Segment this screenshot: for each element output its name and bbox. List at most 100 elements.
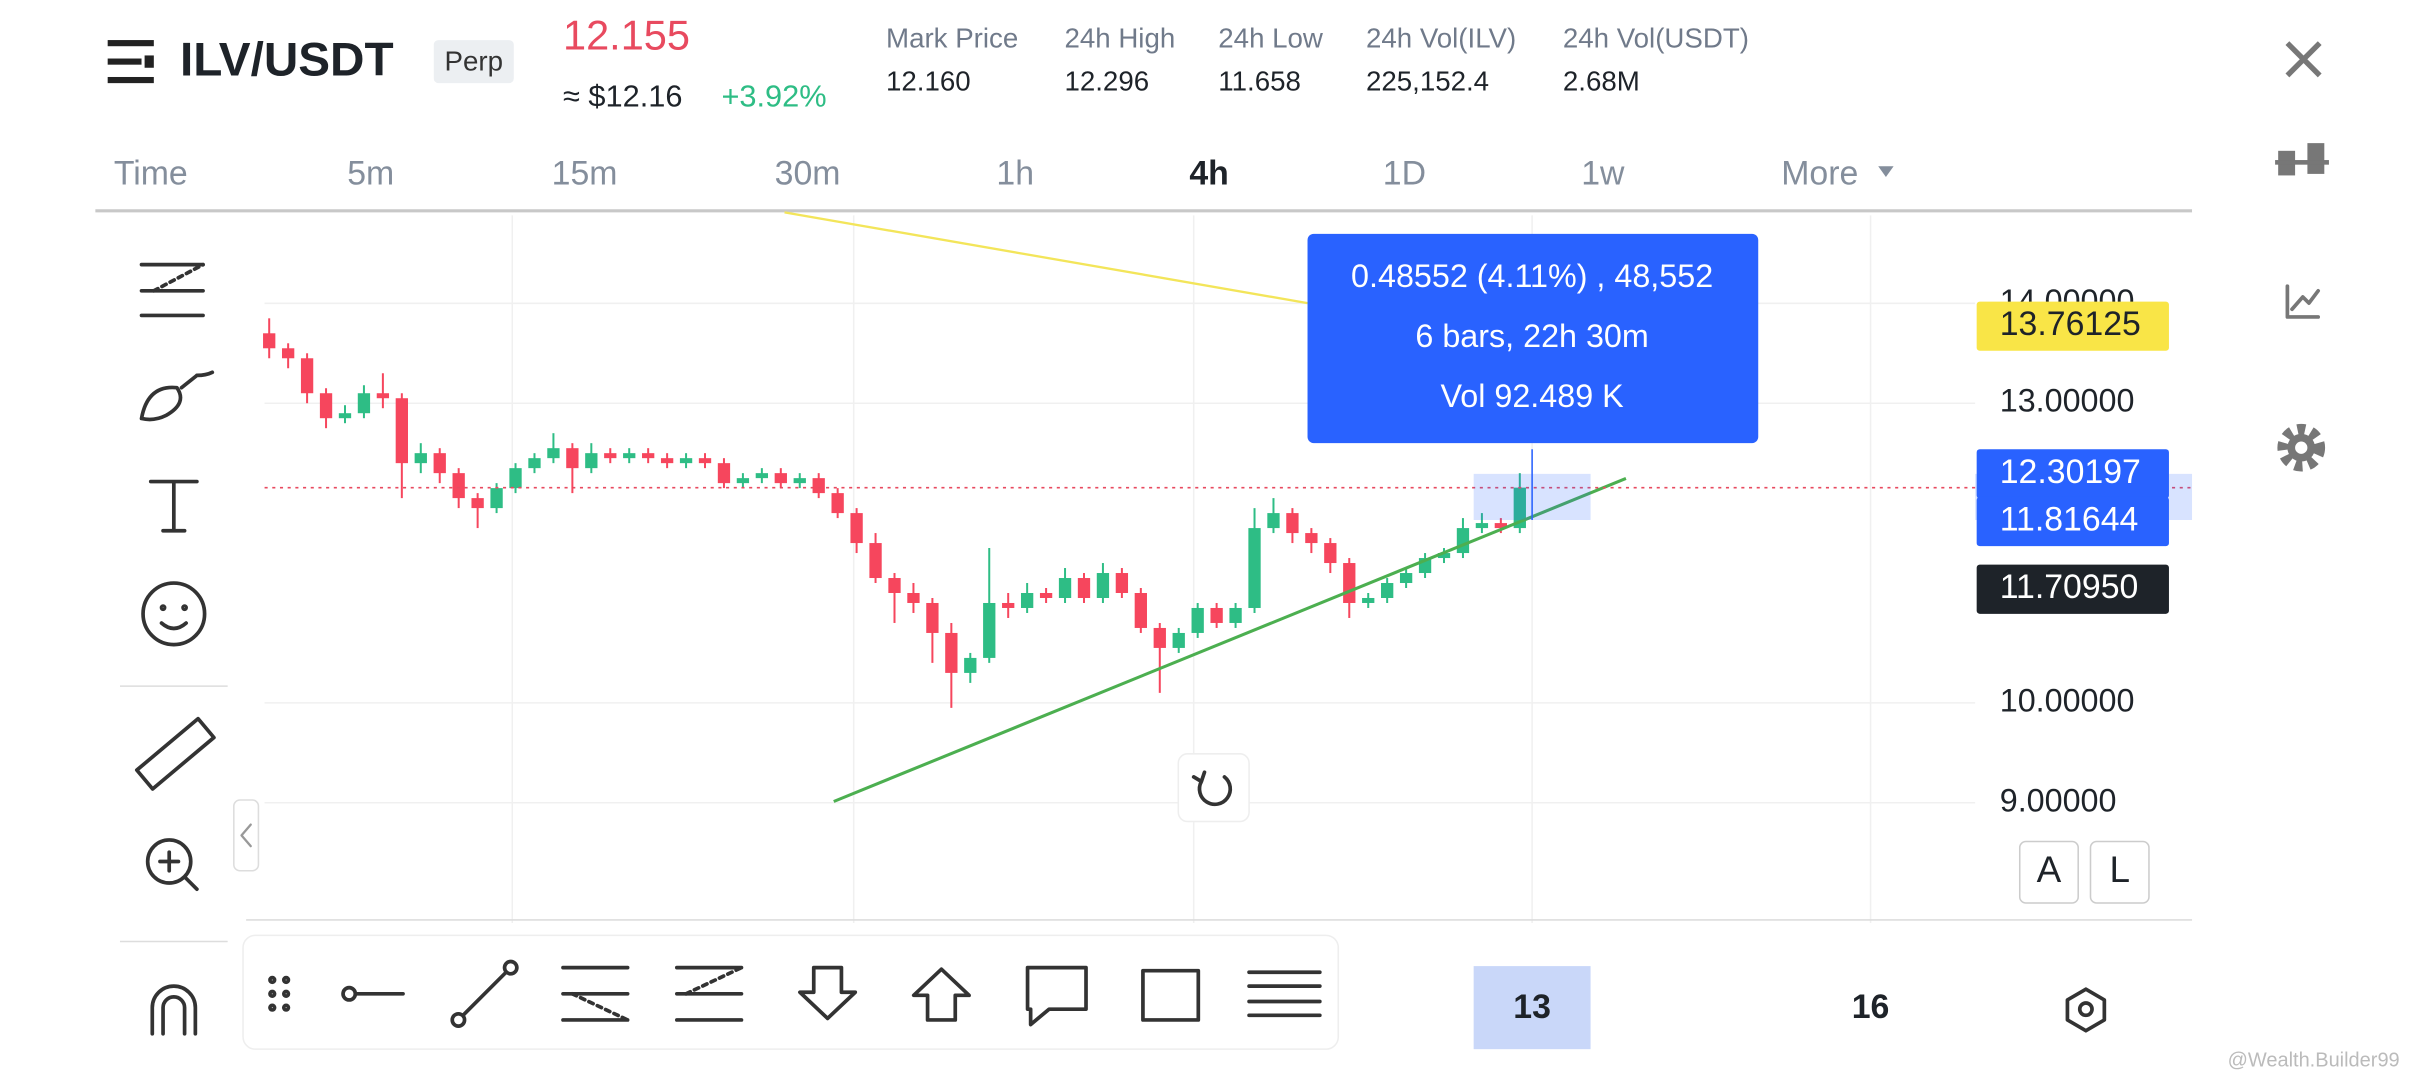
candle-body [471,498,484,509]
price-badge [1976,564,2169,614]
candle-body [983,602,996,658]
candle-body [547,448,560,459]
candle-body [717,463,731,484]
candle-body [1343,563,1356,603]
last-price: 12.155 [563,11,690,58]
indicator-icon[interactable] [2285,284,2321,319]
symbol[interactable]: ILV/USDT [180,34,394,87]
settings-icon[interactable] [2277,423,2326,472]
candle-body [357,393,371,414]
candle-body [1191,607,1204,633]
timeframe-tab[interactable]: 1D [1383,154,1426,192]
left-toolbar[interactable] [134,262,216,1036]
candle-body [907,593,920,603]
reset-icon [1191,770,1233,807]
candle-body [850,513,863,544]
timeframe-tab[interactable]: 5m [347,154,394,192]
timeframe-tab[interactable]: 15m [552,154,618,192]
drawing-tools[interactable] [268,959,1322,1028]
stat-value: 12.296 [1064,65,1149,96]
close-icon[interactable] [2285,41,2322,78]
stat-label: 24h Low [1218,22,1324,53]
stat-label: 24h Vol(ILV) [1366,22,1516,53]
candle-body [869,543,882,579]
candle-body [1399,573,1413,584]
scale-button[interactable] [2018,840,2079,904]
stat-label: 24h High [1064,22,1175,53]
candle-body [1077,578,1091,598]
scale-button-label: L [2109,849,2130,890]
y-tick-label: 13.00000 [2000,383,2135,419]
candle-body [755,473,769,479]
x-date-label: 13 [1513,988,1551,1026]
change: +3.92% [721,79,826,114]
candle-body [1020,593,1034,608]
candle-body [528,458,541,469]
price-badge-label: 11.81644 [2000,500,2139,538]
candle-body [452,473,465,499]
timeframe-tab[interactable]: Time [114,154,188,192]
candle-body [1475,523,1489,529]
candle-body [1134,593,1147,628]
candle-body [926,602,939,633]
usd-price: ≈ $12.16 [563,79,682,114]
trend-line[interactable] [833,477,1627,803]
collapse-handle[interactable] [233,799,260,872]
price-badge [1976,301,2169,351]
price-badge [1976,449,2169,499]
measure-text: 0.48552 (4.11%) , 48,552 [1351,258,1713,294]
y-tick-label: 10.00000 [2000,682,2135,718]
candle-body [414,453,427,464]
stat-value: 11.658 [1218,65,1301,96]
timeframe-tab[interactable]: 1h [996,154,1034,192]
tag: Perp [445,45,503,76]
candle-body [812,478,825,494]
measure-text: 6 bars, 22h 30m [1415,318,1648,354]
candle-body [1172,632,1185,648]
candle-body [1210,607,1223,623]
candle-body [964,657,977,673]
candle-body [1096,573,1110,598]
menu-icon[interactable] [107,40,154,84]
candle-body [395,398,408,464]
timeframe-tab[interactable]: More [1781,154,1858,192]
settings-hex[interactable] [2065,987,2107,1033]
stat-value: 12.160 [886,65,971,96]
candle-body [1229,607,1242,623]
candle-body [1039,593,1053,598]
candle-body [300,358,314,394]
timeframe-tab[interactable]: 1w [1581,154,1625,192]
y-tick-label: 9.00000 [2000,782,2117,818]
price-badge-label: 12.30197 [2000,453,2141,491]
candle-body [623,453,636,459]
candle-body [774,473,787,484]
candle-body [263,333,276,349]
candle-body [1513,487,1526,529]
candle-body [1305,533,1318,544]
candle-body [490,488,503,509]
candle-body [736,478,750,484]
reset-button[interactable] [1177,753,1250,823]
stat-label: Mark Price [886,22,1018,53]
timeframe-tab[interactable]: 30m [775,154,841,192]
scale-button[interactable] [2089,840,2150,904]
candle-body [1494,523,1508,529]
candle-body [1456,528,1470,554]
candle-body [338,413,352,419]
candle-body [376,393,390,399]
tag-bg [433,40,514,84]
stat-label: 24h Vol(USDT) [1563,22,1749,53]
dropdown-arrow [1878,166,1894,177]
timeframe-tab[interactable]: 4h [1189,154,1228,192]
drawing-toolbar[interactable] [242,934,1340,1050]
measure-tooltip [1307,233,1759,444]
candle-body [1115,573,1129,594]
drawn-line[interactable] [784,211,1308,305]
candle-body [281,348,295,359]
candle-body [1153,627,1166,648]
candle-body [1437,553,1451,559]
candle-icon[interactable] [2275,143,2329,176]
candle-body [1002,602,1015,608]
measure-text: Vol 92.489 K [1441,378,1625,414]
